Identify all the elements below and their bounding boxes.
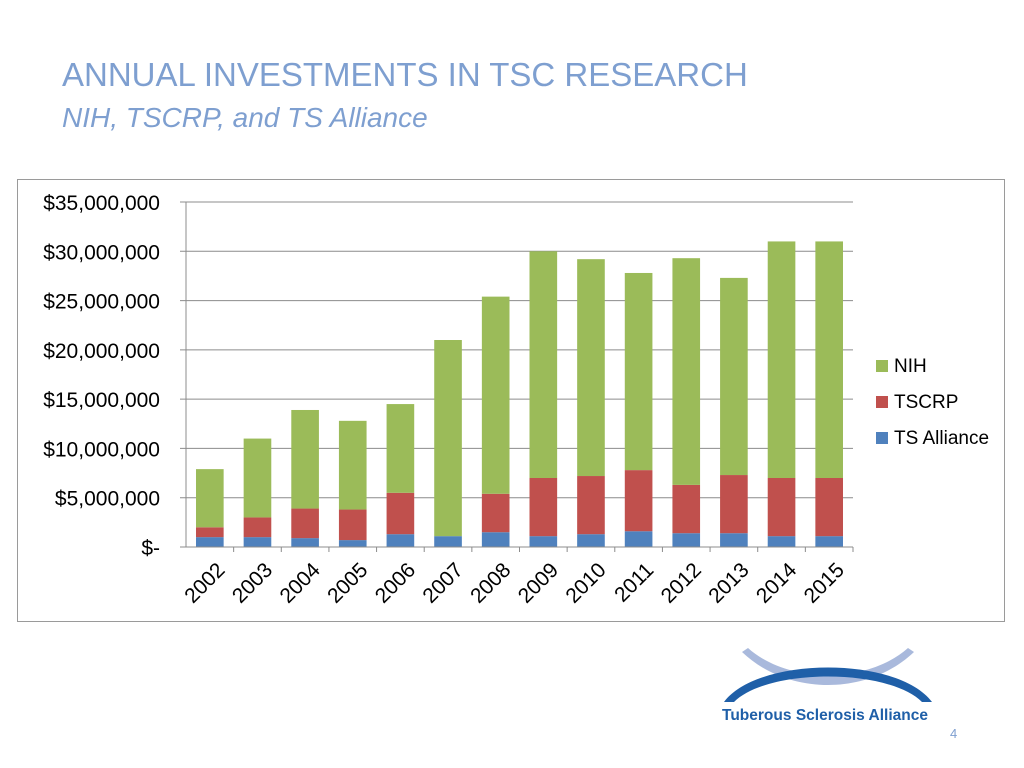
bar-nih-2014 [767, 241, 796, 478]
bar-nih-2007 [434, 340, 462, 537]
y-tick-label: $20,000,000 [43, 340, 160, 363]
bar-tscrp-2012 [672, 484, 701, 534]
logo-text: Tuberous Sclerosis Alliance [722, 707, 928, 724]
bar-ts-alliance-2015 [815, 536, 843, 547]
bar-ts-alliance-2008 [481, 532, 510, 547]
bar-tscrp-2010 [577, 476, 605, 535]
x-tick-label: 2002 [180, 558, 229, 607]
x-tick-label: 2012 [657, 558, 706, 607]
legend-label: TS Alliance [894, 428, 989, 449]
bars [196, 241, 843, 547]
y-axis-tick-labels: $- $5,000,000 $10,000,000 $15,000,000 $20,00… [43, 192, 160, 560]
bar-ts-alliance-2014 [767, 536, 796, 547]
bar-tscrp-2002 [196, 527, 224, 538]
bar-tscrp-2008 [481, 493, 510, 533]
bar-nih-2011 [624, 272, 653, 471]
x-tick-label: 2009 [514, 558, 563, 607]
bar-nih-2013 [720, 277, 748, 476]
bar-ts-alliance-2011 [624, 531, 653, 547]
page-subtitle: NIH, TSCRP, and TS Alliance [62, 102, 428, 133]
x-tick-label: 2013 [704, 558, 753, 607]
page-number: 4 [950, 726, 958, 741]
legend-label: NIH [894, 356, 927, 377]
bar-tscrp-2013 [720, 475, 748, 534]
x-tick-label: 2015 [800, 558, 849, 607]
y-tick-label: $15,000,000 [43, 389, 160, 412]
x-tick-label: 2010 [561, 558, 610, 607]
bar-ts-alliance-2002 [196, 537, 224, 547]
stacked-bar-chart: $- $5,000,000 $10,000,000 $15,000,000 $20,00… [43, 192, 989, 608]
bar-nih-2009 [529, 251, 558, 478]
y-tick-label: $10,000,000 [43, 438, 160, 461]
grid-lines [180, 201, 853, 499]
bar-tscrp-2011 [624, 470, 653, 532]
bar-tscrp-2003 [243, 517, 272, 538]
bar-ts-alliance-2013 [720, 533, 748, 547]
x-tick-label: 2008 [466, 558, 515, 607]
bar-ts-alliance-2010 [577, 534, 605, 547]
bar-nih-2005 [338, 420, 367, 510]
bar-nih-2003 [243, 438, 272, 518]
tuberous-sclerosis-alliance-logo: Tuberous Sclerosis Alliance [722, 648, 932, 724]
x-tick-label: 2014 [752, 558, 802, 608]
bar-ts-alliance-2007 [434, 536, 462, 547]
bar-ts-alliance-2012 [672, 533, 701, 547]
bar-nih-2012 [672, 258, 701, 485]
legend-label: TSCRP [894, 392, 958, 413]
y-tick-label: $- [141, 537, 160, 560]
chart-frame: $- $5,000,000 $10,000,000 $15,000,000 $20,00… [17, 179, 1005, 622]
x-tick-label: 2011 [610, 558, 658, 606]
bar-ts-alliance-2004 [291, 538, 319, 547]
bar-ts-alliance-2005 [338, 540, 367, 547]
bar-nih-2008 [481, 296, 510, 494]
bar-tscrp-2015 [815, 478, 843, 537]
page-title: ANNUAL INVESTMENTS IN TSC RESEARCH [62, 56, 748, 93]
bar-tscrp-2004 [291, 508, 319, 539]
bar-nih-2010 [577, 259, 605, 477]
legend: NIH TSCRP TS Alliance [876, 356, 989, 449]
bar-tscrp-2006 [386, 492, 415, 535]
bar-nih-2015 [815, 241, 843, 478]
axes [180, 202, 854, 552]
y-tick-label: $5,000,000 [55, 488, 160, 511]
bar-ts-alliance-2003 [243, 537, 272, 547]
x-tick-label: 2007 [418, 558, 467, 607]
legend-swatch-nih [876, 360, 888, 372]
y-tick-label: $25,000,000 [43, 291, 160, 314]
bar-tscrp-2014 [767, 478, 796, 537]
y-tick-label: $30,000,000 [43, 241, 160, 264]
x-tick-label: 2005 [323, 558, 372, 607]
bar-ts-alliance-2006 [386, 534, 415, 547]
x-tick-label: 2006 [371, 558, 420, 607]
legend-swatch-ts-alliance [876, 432, 888, 444]
legend-swatch-tscrp [876, 396, 888, 408]
bar-nih-2006 [386, 404, 415, 493]
x-tick-label: 2004 [276, 558, 326, 608]
bar-nih-2004 [291, 409, 319, 509]
bar-tscrp-2009 [529, 478, 558, 537]
bar-ts-alliance-2009 [529, 536, 558, 547]
y-tick-label: $35,000,000 [43, 192, 160, 215]
bar-tscrp-2005 [338, 509, 367, 541]
bar-nih-2002 [196, 469, 224, 528]
x-tick-label: 2003 [228, 558, 277, 607]
